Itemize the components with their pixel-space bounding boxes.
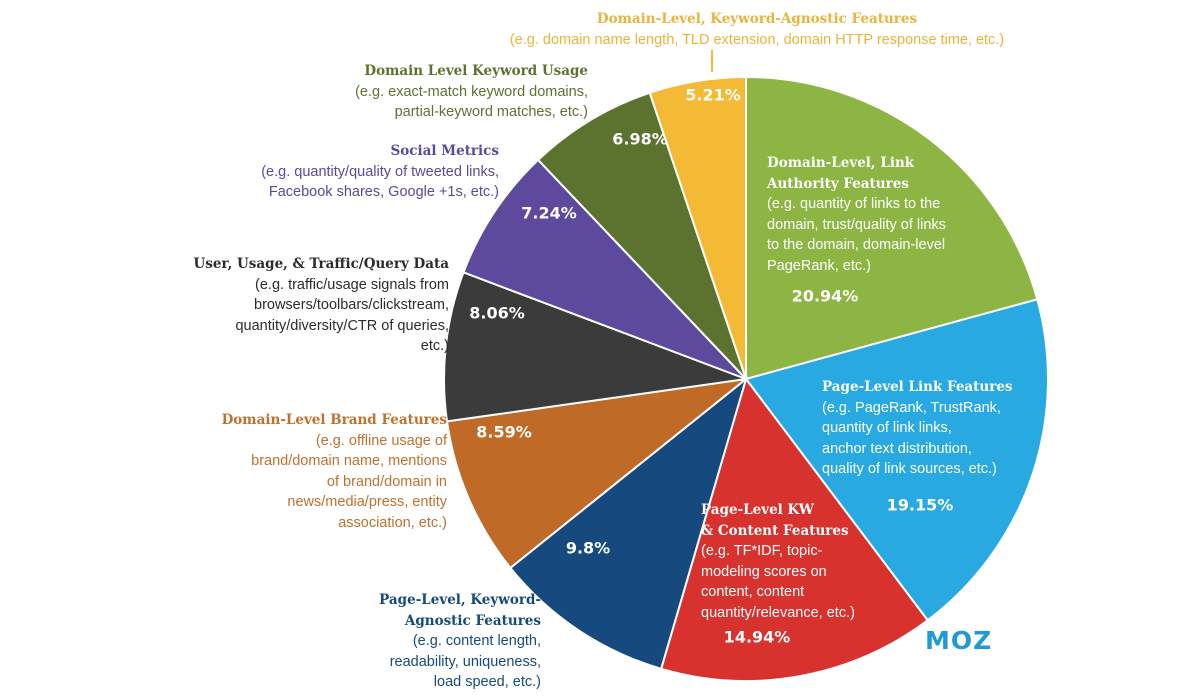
category-description: content, content	[701, 584, 805, 600]
category-label: Page-Level, Keyword- Agnostic Features (e.…	[379, 590, 541, 693]
category-title: & Content Features	[701, 522, 849, 539]
pie-slice	[443, 271, 747, 423]
category-title: Domain-Level, Keyword-Agnostic Features	[596, 11, 918, 27]
category-description: (e.g. traffic/usage signals from	[255, 276, 449, 293]
category-description: domain, trust/quality of links	[767, 216, 946, 233]
pie-slice	[659, 376, 930, 682]
slice-percent-label: 6.98%	[612, 129, 668, 149]
slice-percent-label: 19.15%	[886, 495, 954, 515]
category-label: Page-Level KW & Content Features (e.g. TF*…	[701, 500, 855, 623]
category-description: (e.g. exact-match keyword domains,	[355, 83, 588, 100]
pie-slice	[462, 158, 747, 380]
pie-slice	[445, 377, 750, 570]
category-label: Domain-Level, Keyword-Agnostic Features (…	[510, 9, 1004, 50]
category-label: Domain-Level Brand Features (e.g. offline…	[222, 410, 447, 533]
category-description: news/media/press, entity	[287, 494, 447, 510]
category-description: PageRank, etc.)	[767, 257, 871, 274]
category-title: Domain Level Keyword Usage	[364, 63, 588, 79]
slice-percent-label: 8.06%	[469, 303, 525, 323]
category-title: User, Usage, & Traffic/Query Data	[193, 256, 449, 272]
pie-slice	[745, 75, 1039, 381]
category-label: Domain-Level, Link Authority Features (e.g…	[767, 153, 946, 276]
pie-slice	[508, 376, 748, 671]
category-title: Page-Level Link Features	[822, 379, 1013, 395]
category-label: Social Metrics (e.g. quantity/quality of …	[261, 141, 499, 203]
category-description: to the domain, domain-level	[767, 237, 946, 253]
slice-percent-label: 8.59%	[476, 422, 532, 442]
category-label: User, Usage, & Traffic/Query Data (e.g. t…	[194, 254, 449, 357]
category-description: association, etc.)	[338, 514, 447, 531]
leader-line	[711, 50, 713, 72]
category-description: quantity/diversity/CTR of queries,	[235, 317, 449, 334]
category-description: (e.g. content length,	[412, 633, 541, 649]
slice-percent-label: 14.94%	[723, 627, 791, 647]
category-description: anchor text distribution,	[822, 440, 972, 457]
category-title: Authority Features	[767, 175, 909, 192]
category-description: quantity/relevance, etc.)	[701, 604, 855, 621]
category-description: load speed, etc.)	[433, 674, 541, 690]
category-description: partial-keyword matches, etc.)	[394, 104, 588, 120]
category-description: (e.g. TF*IDF, topic-	[701, 543, 823, 559]
category-description: browsers/toolbars/clickstream,	[254, 297, 449, 313]
category-description: brand/domain name, mentions	[251, 453, 447, 469]
slice-percent-label: 20.94%	[791, 286, 859, 306]
slice-percent-label: 7.24%	[521, 203, 577, 223]
category-description: quantity of link links,	[822, 420, 952, 436]
category-description: (e.g. offline usage of	[315, 432, 447, 449]
pie-slice	[744, 298, 1049, 622]
slice-percent-label: 5.21%	[685, 85, 741, 105]
category-description: (e.g. domain name length, TLD extension,…	[509, 31, 1005, 48]
moz-logo: MOZ	[925, 626, 993, 655]
category-description: (e.g. quantity of links to the	[767, 196, 941, 212]
category-title: Social Metrics	[390, 143, 499, 159]
category-title: Agnostic Features	[404, 612, 541, 629]
category-description: quality of link sources, etc.)	[822, 461, 997, 477]
category-description: (e.g. PageRank, TrustRank,	[822, 399, 1001, 416]
category-description: modeling scores on	[701, 563, 827, 580]
category-title: Domain-Level Brand Features	[221, 412, 447, 428]
category-description: Facebook shares, Google +1s, etc.)	[268, 184, 499, 200]
category-title: Page-Level, Keyword-	[379, 592, 541, 608]
pie-slice	[648, 75, 747, 380]
category-description: (e.g. quantity/quality of tweeted links,	[261, 163, 499, 180]
category-label: Domain Level Keyword Usage (e.g. exact-ma…	[355, 61, 588, 123]
category-description: readability, uniqueness,	[389, 653, 541, 670]
slice-percent-label: 9.8%	[565, 538, 611, 558]
category-title: Page-Level KW	[701, 502, 814, 518]
category-description: of brand/domain in	[326, 473, 447, 490]
category-label: Page-Level Link Features (e.g. PageRank, …	[822, 377, 1013, 480]
category-title: Domain-Level, Link	[767, 155, 915, 171]
category-description: etc.)	[420, 338, 449, 354]
pie-slice	[536, 91, 747, 380]
